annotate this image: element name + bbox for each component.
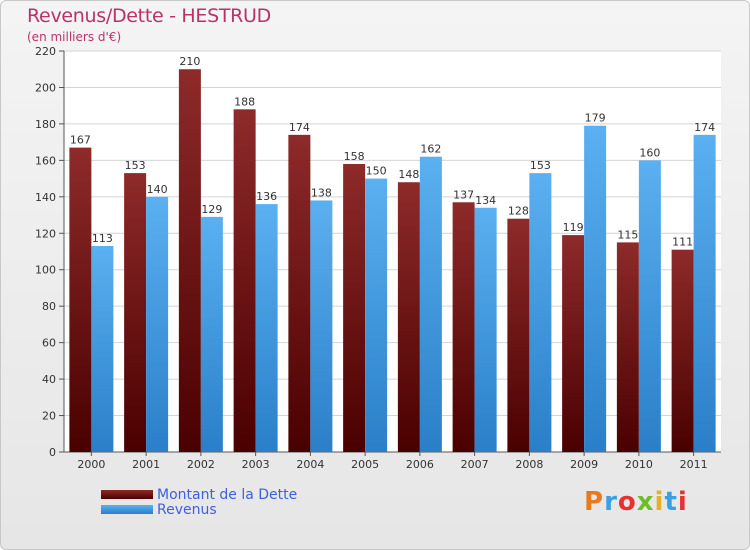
y-tick-label: 20 xyxy=(42,410,56,423)
data-label: 134 xyxy=(475,194,496,207)
plot-background xyxy=(64,51,721,452)
data-label: 113 xyxy=(92,232,113,245)
data-label: 128 xyxy=(508,205,529,218)
bar-debt xyxy=(343,164,366,452)
y-tick-label: 100 xyxy=(35,264,56,277)
data-label: 138 xyxy=(311,186,332,199)
logo-letter: r xyxy=(604,487,618,517)
data-label: 174 xyxy=(289,121,310,134)
x-tick-label: 2010 xyxy=(625,458,653,471)
data-label: 167 xyxy=(70,134,91,147)
x-tick-label: 2011 xyxy=(680,458,708,471)
bar-debt xyxy=(616,242,639,452)
proxiti-logo: Proxiti xyxy=(584,487,688,517)
legend-label-revenus: Revenus xyxy=(157,501,217,518)
y-tick-label: 40 xyxy=(42,373,56,386)
x-tick-label: 2004 xyxy=(296,458,324,471)
bar-debt xyxy=(69,147,92,452)
legend-item-revenus: Revenus xyxy=(101,501,297,518)
bar-revenus xyxy=(255,204,278,452)
data-label: 153 xyxy=(125,159,146,172)
bar-debt xyxy=(288,134,311,452)
data-label: 150 xyxy=(366,165,387,178)
y-tick-label: 200 xyxy=(35,81,56,94)
data-label: 137 xyxy=(453,188,474,201)
y-tick-label: 120 xyxy=(35,227,56,240)
x-tick-label: 2006 xyxy=(406,458,434,471)
data-label: 129 xyxy=(201,203,222,216)
y-tick-label: 220 xyxy=(35,45,56,58)
bar-revenus xyxy=(91,246,114,452)
x-tick-label: 2007 xyxy=(461,458,489,471)
data-label: 119 xyxy=(563,221,584,234)
y-tick-label: 60 xyxy=(42,337,56,350)
bar-revenus xyxy=(200,216,223,452)
bar-debt xyxy=(124,173,147,452)
data-label: 153 xyxy=(530,159,551,172)
bar-debt xyxy=(178,69,201,453)
legend-swatch-revenus xyxy=(101,505,153,514)
logo-letter: P xyxy=(584,487,605,517)
bar-debt xyxy=(397,182,420,452)
legend-label-debt: Montant de la Dette xyxy=(157,486,298,503)
legend-swatch-debt xyxy=(101,490,153,499)
y-tick-label: 80 xyxy=(42,300,56,313)
data-label: 140 xyxy=(147,183,168,196)
bar-revenus xyxy=(419,156,442,452)
bar-revenus xyxy=(638,160,661,452)
bar-revenus xyxy=(146,196,169,452)
legend: Montant de la Dette Revenus xyxy=(101,486,298,518)
chart-subtitle: (en milliers d'€) xyxy=(27,30,122,44)
bar-debt xyxy=(671,249,694,452)
data-label: 111 xyxy=(672,236,693,249)
y-tick-label: 160 xyxy=(35,154,56,167)
x-tick-label: 2009 xyxy=(570,458,598,471)
logo-letter: o xyxy=(617,487,637,517)
x-tick-label: 2005 xyxy=(351,458,379,471)
y-tick-label: 0 xyxy=(49,446,56,459)
bar-revenus xyxy=(529,173,552,452)
data-label: 174 xyxy=(694,121,715,134)
x-tick-label: 2003 xyxy=(242,458,270,471)
y-tick-label: 180 xyxy=(35,118,56,131)
data-label: 179 xyxy=(585,112,606,125)
bar-revenus xyxy=(693,134,716,452)
x-tick-label: 2001 xyxy=(132,458,160,471)
legend-item-debt: Montant de la Dette xyxy=(101,486,298,503)
bar-debt xyxy=(452,202,475,452)
x-tick-label: 2002 xyxy=(187,458,215,471)
logo-letter: t xyxy=(664,487,678,517)
bar-revenus xyxy=(365,178,388,452)
logo-letter: i xyxy=(654,487,665,517)
x-tick-label: 2008 xyxy=(515,458,543,471)
bar-revenus xyxy=(310,200,333,452)
chart-title: Revenus/Dette - HESTRUD xyxy=(27,5,271,27)
bar-debt xyxy=(562,235,585,452)
data-label: 162 xyxy=(420,143,441,156)
data-label: 115 xyxy=(617,228,638,241)
y-tick-label: 140 xyxy=(35,191,56,204)
bar-debt xyxy=(507,218,530,452)
data-label: 188 xyxy=(234,95,255,108)
data-label: 160 xyxy=(639,146,660,159)
x-tick-label: 2000 xyxy=(77,458,105,471)
bar-revenus xyxy=(474,207,497,452)
logo-letter: i xyxy=(677,487,688,517)
data-label: 148 xyxy=(398,168,419,181)
bar-revenus xyxy=(584,125,607,453)
bar-debt xyxy=(233,109,256,452)
data-label: 136 xyxy=(256,190,277,203)
data-label: 210 xyxy=(179,55,200,68)
data-label: 158 xyxy=(344,150,365,163)
logo-letter: x xyxy=(636,487,655,517)
